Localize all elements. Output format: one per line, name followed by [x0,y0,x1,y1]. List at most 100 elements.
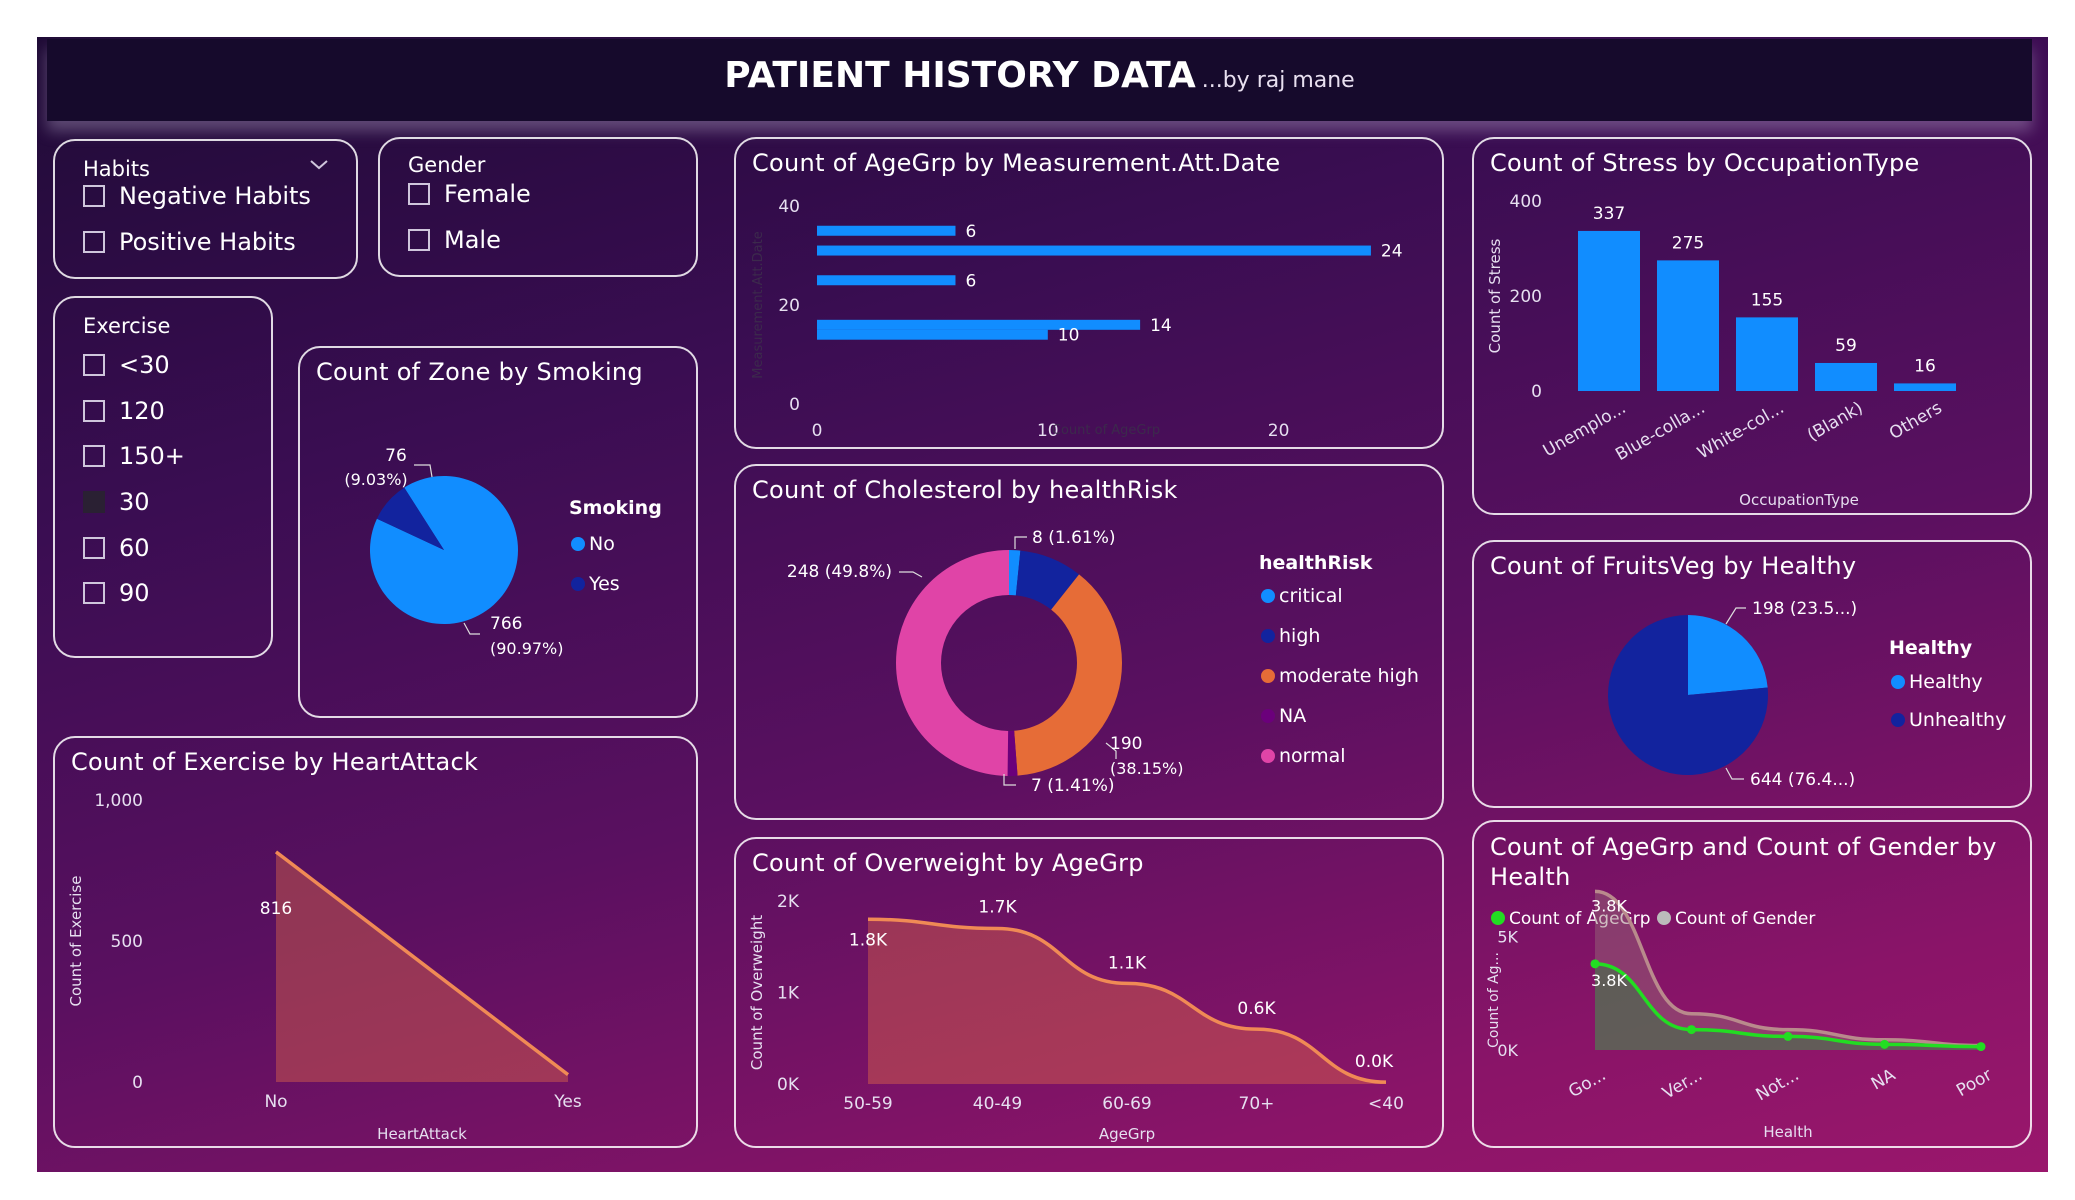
legend-marker [1891,713,1905,727]
chevron-down-icon[interactable] [309,159,329,171]
x-tick-label: Yes [553,1092,582,1112]
data-label: 24 [1381,242,1403,262]
y-tick-label: 2K [777,892,800,912]
y-axis-label: Measurement.Att.Date [751,231,766,378]
exercise-option-30[interactable]: 30 [83,487,150,517]
gender-option-male[interactable]: Male [408,225,501,255]
data-label: 155 [1751,290,1783,310]
checkbox[interactable] [408,229,430,251]
exercise-option-90[interactable]: 90 [83,578,150,608]
data-label: (90.97%) [490,639,564,658]
checkbox[interactable] [83,185,105,207]
legend-title: Smoking [569,497,662,519]
exercise-option-150plus[interactable]: 150+ [83,441,185,471]
x-tick-label: White-col... [1694,398,1787,463]
legend-label: high [1279,625,1320,647]
data-label: 16 [1914,356,1936,376]
x-tick-label: Ver... [1659,1065,1706,1104]
area-fill [1595,891,1981,1050]
overweight-by-agegrp-chart: 0K 1K 2K Count of Overweight AgeGrp 50-59 40-4… [748,892,1404,1143]
donut-slice [896,550,1009,776]
data-label: 1.1K [1108,953,1147,973]
leader-line [1105,742,1117,759]
data-label: 59 [1835,336,1857,356]
leader-line [1014,536,1027,549]
series-line [1594,889,1982,1048]
bar [1815,362,1877,391]
y-tick-label: 20 [778,296,800,316]
y-tick-label: 500 [111,932,143,952]
exercise-option-120[interactable]: 120 [83,396,165,426]
data-label: 190 [1110,734,1142,754]
legend-marker [571,537,585,551]
x-axis-label: Health [1763,1123,1812,1141]
checkbox[interactable] [83,400,105,422]
data-label: 275 [1672,233,1704,253]
pie-slice [376,487,444,550]
checkbox[interactable] [408,183,430,205]
pie-slice [1688,615,1768,695]
data-label: 7 (1.41%) [1031,776,1115,796]
x-tick-label: 60-69 [1102,1094,1151,1114]
x-tick-label: 50-59 [843,1094,892,1114]
checkbox[interactable] [83,354,105,376]
area-fill [1595,963,1981,1050]
page-title: PATIENT HISTORY DATA ...by raj mane [47,55,2032,96]
x-axis-label: AgeGrp [1099,1125,1155,1143]
area-fill [868,919,1386,1084]
data-label: 3.8K [1591,971,1627,990]
y-tick-label: 1,000 [94,791,143,811]
data-point [1976,1042,1986,1052]
cholesterol-by-risk-chart: 8 (1.61%) 248 (49.8%) 190 (38.15%)7 (1.41%)… [787,528,1419,796]
donut-slice [1015,550,1080,610]
x-tick-label: Not... [1753,1065,1803,1105]
legend-title: healthRisk [1259,552,1373,574]
leader-line [1725,767,1744,780]
data-label: 8 (1.61%) [1032,528,1116,548]
bar [1736,317,1798,391]
data-label: 1.8K [849,930,888,950]
legend-label: Healthy [1909,671,1983,693]
legend-marker [1261,589,1275,603]
data-label: 337 [1593,204,1625,224]
fruitsveg-by-healthy-chart: 198 (23.5...) 644 (76.4...) Healthy Healthy… [1608,599,2006,790]
x-tick-label: 40-49 [973,1094,1022,1114]
agegrp-gender-by-health-chart: Count of AgeGrp Count of Gender 0K 5K Count … [1486,889,1996,1141]
data-label: (38.15%) [1110,759,1184,778]
data-label: 14 [1150,316,1172,336]
legend-label: No [589,533,615,555]
checkbox[interactable] [83,231,105,253]
legend-label: critical [1279,585,1343,607]
exercise-by-heartattack-panel: Count of Exercise by HeartAttack 0 500 1,0… [53,736,698,1148]
legend-marker [1657,911,1671,925]
leader-line [1725,607,1746,625]
bar [817,319,1141,330]
data-label: 816 [260,899,292,919]
legend-marker [1261,629,1275,643]
checkbox[interactable] [83,445,105,467]
bar [817,329,1048,340]
checkbox[interactable] [83,582,105,604]
x-tick-label: 10 [1037,421,1059,441]
exercise-option-60[interactable]: 60 [83,533,150,563]
gender-option-female[interactable]: Female [408,179,531,209]
x-tick-label: Go... [1565,1065,1609,1102]
y-tick-label: 5K [1497,928,1518,947]
zone-by-smoking-panel: Count of Zone by Smoking 76 (9.03%) 766 (90… [298,346,698,718]
habits-option-negative[interactable]: Negative Habits [83,181,311,211]
checkbox[interactable] [83,537,105,559]
title-subtitle: ...by raj mane [1201,68,1355,93]
x-tick-label: 20 [1268,421,1290,441]
x-tick-label: 70+ [1239,1094,1275,1114]
y-axis-label: Count of Stress [1486,238,1504,353]
y-tick-label: 1K [777,984,800,1004]
checkbox[interactable] [83,491,105,513]
data-label: 10 [1058,326,1080,346]
x-axis-label: Count of AgeGrp [1052,423,1160,438]
legend-marker [1261,749,1275,763]
legend-label: Count of AgeGrp [1509,909,1651,929]
habits-option-positive[interactable]: Positive Habits [83,227,296,257]
y-tick-label: 0K [1497,1041,1518,1060]
exercise-option-lt30[interactable]: <30 [83,350,170,380]
